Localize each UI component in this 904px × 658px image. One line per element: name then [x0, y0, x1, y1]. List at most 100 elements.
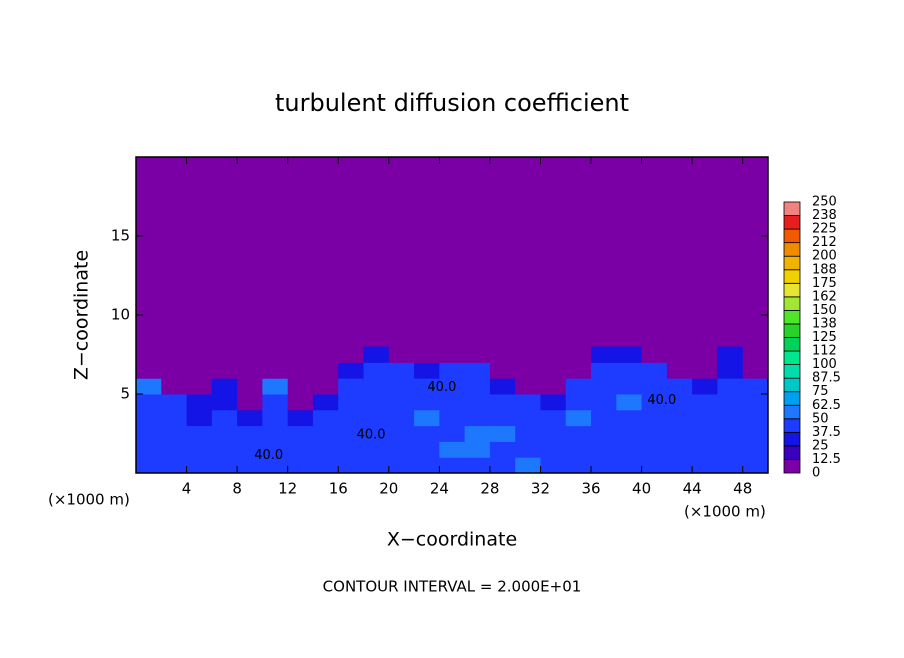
- heatmap-cell: [515, 425, 541, 442]
- heatmap-cell: [388, 457, 415, 474]
- heatmap-cell: [161, 362, 188, 379]
- heatmap-cell: [237, 378, 263, 395]
- heatmap-cell: [161, 457, 188, 474]
- chart-title: turbulent diffusion coefficient: [275, 89, 629, 117]
- heatmap-cell: [136, 425, 162, 442]
- heatmap-cell: [262, 441, 289, 458]
- heatmap-cell: [464, 378, 491, 395]
- colorbar-label: 75: [812, 384, 829, 399]
- heatmap-cell: [312, 378, 339, 395]
- colorbar-label: 150: [812, 303, 837, 318]
- heatmap-cell: [186, 394, 213, 411]
- heatmap-cell: [338, 378, 365, 395]
- x-units: (×1000 m): [684, 503, 766, 521]
- y-tick-label: 15: [111, 227, 130, 245]
- footnote: CONTOUR INTERVAL = 2.000E+01: [323, 578, 582, 596]
- heatmap-cell: [515, 394, 541, 411]
- heatmap-cell: [363, 394, 390, 411]
- heatmap-cell: [237, 441, 263, 458]
- heatmap-cell: [439, 425, 466, 442]
- colorbar-label: 12.5: [812, 452, 841, 467]
- heatmap-cell: [363, 346, 390, 363]
- heatmap-cell: [565, 394, 592, 411]
- heatmap-cell: [287, 362, 314, 379]
- heatmap-cell: [388, 409, 415, 427]
- heatmap-cell: [262, 394, 289, 411]
- colorbar-label: 238: [812, 208, 837, 223]
- heatmap-cell: [489, 378, 516, 395]
- x-axis-label: X−coordinate: [387, 529, 517, 551]
- heatmap-cell: [439, 441, 466, 458]
- heatmap-cell: [489, 441, 516, 458]
- colorbar-box: [783, 364, 801, 379]
- colorbar-box: [783, 377, 801, 393]
- colorbar-box: [783, 242, 801, 257]
- colorbar-label: 87.5: [812, 371, 841, 386]
- heatmap-cell: [312, 441, 339, 458]
- heatmap-cell: [515, 378, 541, 395]
- heatmap-cell: [591, 346, 617, 363]
- colorbar-box: [783, 404, 801, 420]
- heatmap-cell: [262, 425, 289, 442]
- heatmap-cell: [312, 394, 339, 411]
- heatmap-cell: [641, 457, 668, 474]
- colorbar-box: [783, 323, 801, 338]
- heatmap-cell: [136, 457, 162, 474]
- x-tick-label: 24: [430, 480, 449, 498]
- heatmap-cell: [211, 441, 238, 458]
- heatmap-cell: [439, 409, 466, 427]
- heatmap-cell: [666, 362, 693, 379]
- colorbar-box: [783, 309, 801, 325]
- heatmap-cell: [262, 362, 289, 379]
- heatmap-cell: [464, 457, 491, 474]
- heatmap-cell: [742, 441, 769, 458]
- colorbar-box: [783, 282, 801, 298]
- heatmap-cell: [237, 394, 263, 411]
- heatmap-cell: [666, 457, 693, 474]
- heatmap-cell: [262, 457, 289, 474]
- heatmap-cell: [363, 425, 390, 442]
- heatmap-cell: [692, 362, 718, 379]
- heatmap-cell: [540, 378, 567, 395]
- colorbar-label: 138: [812, 316, 837, 331]
- heatmap-cell: [464, 425, 491, 442]
- heatmap-cell: [464, 441, 491, 458]
- heatmap-cell: [186, 346, 213, 363]
- heatmap-cell: [641, 409, 668, 427]
- heatmap-cell: [616, 409, 643, 427]
- heatmap-cell: [414, 346, 440, 363]
- heatmap-cell: [136, 346, 162, 363]
- heatmap-cell: [540, 425, 567, 442]
- heatmap-cell: [388, 441, 415, 458]
- heatmap-cell: [565, 409, 592, 427]
- colorbar-box: [783, 445, 801, 460]
- heatmap-cell: [591, 394, 617, 411]
- colorbar-box: [783, 431, 801, 447]
- heatmap-cell: [237, 409, 263, 427]
- heatmap-cell: [717, 394, 744, 411]
- heatmap-cell: [363, 362, 390, 379]
- heatmap-cell: [211, 378, 238, 395]
- heatmap-cell: [136, 394, 162, 411]
- heatmap-cell: [439, 346, 466, 363]
- heatmap-cell: [489, 409, 516, 427]
- heatmap-cell: [666, 378, 693, 395]
- heatmap-cell: [136, 409, 162, 427]
- x-tick-label: 36: [581, 480, 600, 498]
- heatmap-cell: [388, 378, 415, 395]
- heatmap-cell: [742, 457, 769, 474]
- heatmap-cell: [489, 394, 516, 411]
- colorbar-label: 212: [812, 235, 837, 250]
- colorbar-box: [783, 418, 801, 433]
- heatmap-cell: [464, 409, 491, 427]
- heatmap-cell: [489, 425, 516, 442]
- heatmap-cell: [312, 425, 339, 442]
- heatmap-cell: [489, 346, 516, 363]
- heatmap-cell: [161, 346, 188, 363]
- heatmap-cell: [692, 409, 718, 427]
- heatmap-cell: [540, 457, 567, 474]
- colorbar-label: 112: [812, 344, 837, 359]
- heatmap-cell: [692, 346, 718, 363]
- heatmap-cell: [692, 441, 718, 458]
- colorbar-box: [783, 350, 801, 365]
